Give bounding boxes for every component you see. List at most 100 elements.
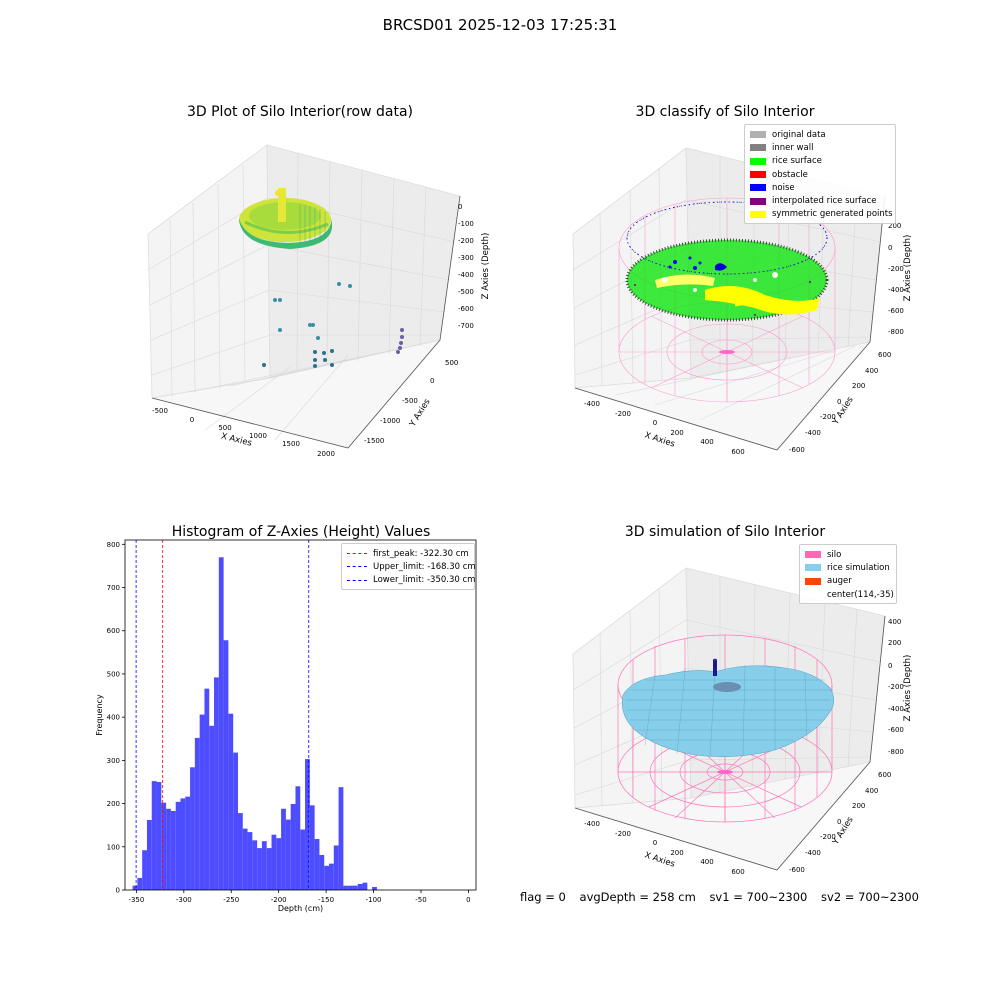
panel2-xtick: -400 [584, 400, 600, 408]
panel1-axes-panes [147, 144, 461, 449]
legend-label: inner wall [772, 142, 814, 153]
y-tick-label: 600 [107, 627, 120, 635]
histogram-title: Histogram of Z-Axies (Height) Values [171, 524, 431, 540]
legend-label: auger [827, 576, 852, 587]
panel1-zlabel: Z Axies (Depth) [481, 233, 491, 300]
panel2-ytick: 400 [865, 367, 878, 375]
panel4-xtick: -400 [584, 820, 600, 828]
panel2-ytick: -200 [820, 413, 836, 421]
legend-label: center(114,-35) [827, 589, 894, 600]
sv1-text: sv1 = 700~2300 [709, 890, 808, 904]
panel2-3d-plot: -400 -200 0 200 400 600 X Axies 600 400 … [572, 147, 913, 456]
panel4-3d-plot: -400 -200 0 200 400 600 X Axies 600 400 … [572, 567, 913, 876]
legend-patch [750, 157, 766, 165]
y-tick-label: 200 [107, 800, 120, 808]
panel1-ytick: -1000 [380, 417, 400, 425]
panel4-ztick: -800 [888, 748, 904, 756]
panel4-silo-bottom-center [717, 770, 733, 774]
panel4-xtick: 0 [653, 839, 657, 847]
legend-label: rice simulation [827, 562, 890, 573]
panel1-yticks: 500 0 -500 -1000 -1500 [364, 359, 458, 445]
legend-label: noise [772, 182, 795, 193]
legend-patch [750, 131, 766, 139]
panel1-ytick: 500 [445, 359, 458, 367]
x-tick-label: -50 [415, 896, 426, 904]
legend-item-obstacle: obstacle [750, 168, 890, 181]
legend-item-interpolated-rice-surface: interpolated rice surface [750, 194, 890, 207]
histogram-bar [362, 882, 368, 890]
histogram-bar [348, 885, 353, 890]
panel2-ytick: -400 [805, 429, 821, 437]
x-tick-label: 0 [466, 896, 470, 904]
panel4-xtick: 600 [731, 868, 744, 876]
histogram-bar [281, 808, 286, 890]
histogram-bar [305, 759, 310, 890]
histogram-bar [132, 885, 138, 890]
y-tick-label: 400 [107, 714, 120, 722]
histogram-bar [309, 805, 315, 890]
histogram-bar [190, 767, 195, 890]
histogram-chart: -350 -300 -250 -200 -150 -100 -50 0 0 100 200 300 4… [95, 539, 477, 913]
legend-item-original-data: original data [750, 128, 890, 141]
panel1-ytick: -500 [402, 397, 418, 405]
histogram-bar [137, 877, 143, 890]
panel4-ztick: -200 [888, 683, 904, 691]
panel2-ztick: 0 [888, 244, 892, 252]
panel4-rice-surface [621, 664, 835, 758]
figure-title: BRCSD01 2025-12-03 17:25:31 [382, 16, 618, 34]
panel1-ztick: -600 [458, 305, 474, 313]
legend-item-silo: silo [805, 548, 891, 561]
histogram-bar [209, 725, 215, 890]
histogram-bar [295, 786, 301, 890]
legend-item-inner-wall: inner wall [750, 141, 890, 154]
panel4-ylabel: Y Axies [830, 815, 856, 848]
legend-patch [805, 551, 821, 559]
panel4-ytick: 200 [852, 802, 865, 810]
legend-item-noise: noise [750, 181, 890, 194]
panel1-xtick: 0 [190, 416, 194, 424]
panel2-ytick: 200 [852, 382, 865, 390]
histogram-bar [233, 752, 238, 890]
panel4-xtick: 200 [670, 849, 683, 857]
histogram-bar [237, 813, 243, 890]
histogram-bar [156, 781, 162, 890]
panel1-ztick: -200 [458, 237, 474, 245]
histogram-bar [276, 838, 282, 890]
legend-label: silo [827, 549, 842, 560]
panel1-ztick: 0 [458, 203, 462, 211]
y-tick-label: 500 [107, 670, 120, 678]
legend-label: obstacle [772, 169, 808, 180]
legend-label: Lower_limit: -350.30 cm [373, 575, 476, 586]
x-tick-label: -150 [318, 896, 334, 904]
panel4-axis-lines [574, 615, 886, 871]
panel1-xtick: 1500 [282, 440, 300, 448]
panel1-ztick: -100 [458, 220, 474, 228]
panel2-ytick: 0 [837, 398, 841, 406]
histogram-bar [223, 640, 229, 890]
y-tick-label: 800 [107, 541, 120, 549]
legend-patch [805, 564, 821, 572]
legend-label: Upper_limit: -168.30 cm [373, 561, 476, 572]
panel1-ztick: -500 [458, 288, 474, 296]
histogram-bar [271, 834, 277, 890]
legend-item-first-peak: first_peak: -322.30 cm [347, 547, 469, 560]
y-tick-label: 100 [107, 843, 120, 851]
legend-patch [750, 171, 766, 179]
panel2-ylabel: Y Axies [830, 395, 856, 428]
histogram-bar [214, 677, 219, 890]
panel4-ztick: 0 [888, 662, 892, 670]
histogram-frame [124, 539, 477, 891]
histogram-bar [218, 557, 224, 890]
histogram-bar [285, 819, 291, 890]
panel1-xtick: -500 [152, 407, 168, 415]
panel2-xtick: 600 [731, 448, 744, 456]
histogram-bar [185, 796, 191, 890]
panel2-xtick: 0 [653, 419, 657, 427]
legend-label: symmetric generated points [772, 209, 893, 220]
panel4-zlabel: Z Axies (Depth) [903, 655, 913, 722]
panel4-ytick: 400 [865, 787, 878, 795]
panel4-title: 3D simulation of Silo Interior [624, 524, 826, 540]
y-tick-label: 300 [107, 757, 120, 765]
status-line: flag = 0 avgDepth = 258 cm sv1 = 700~230… [520, 890, 920, 904]
panel2-zticks: 200 0 -200 -400 -600 -800 [888, 222, 904, 336]
